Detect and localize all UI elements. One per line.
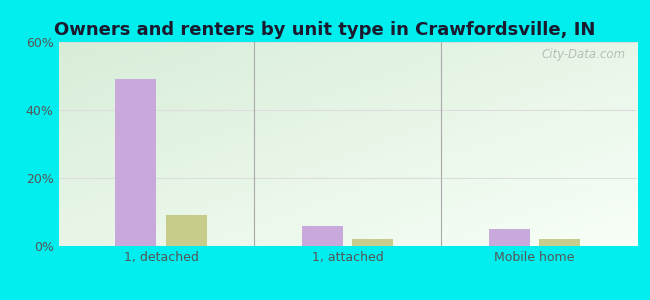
Bar — [166, 215, 207, 246]
Bar — [352, 239, 393, 246]
Bar — [302, 226, 343, 246]
Text: Owners and renters by unit type in Crawfordsville, IN: Owners and renters by unit type in Crawf… — [55, 21, 595, 39]
Text: City-Data.com: City-Data.com — [541, 48, 625, 61]
Bar — [489, 229, 530, 246]
Bar — [539, 239, 580, 246]
Bar — [116, 80, 157, 246]
